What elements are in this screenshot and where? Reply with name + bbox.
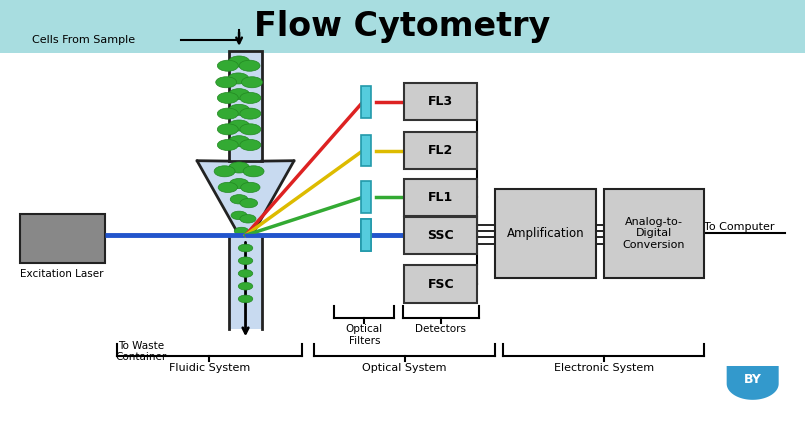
Circle shape	[217, 92, 238, 103]
FancyBboxPatch shape	[361, 135, 371, 166]
FancyBboxPatch shape	[404, 265, 477, 303]
Circle shape	[240, 124, 261, 135]
Circle shape	[217, 139, 238, 151]
FancyBboxPatch shape	[361, 220, 371, 251]
FancyBboxPatch shape	[229, 235, 262, 329]
FancyBboxPatch shape	[361, 220, 371, 251]
Circle shape	[234, 227, 249, 235]
Circle shape	[229, 162, 250, 173]
Text: Fluidic System: Fluidic System	[169, 363, 250, 373]
FancyBboxPatch shape	[404, 179, 477, 216]
Text: Flow Cytometry: Flow Cytometry	[254, 10, 551, 43]
Circle shape	[229, 89, 250, 100]
Text: Cells From Sample: Cells From Sample	[32, 35, 135, 45]
FancyBboxPatch shape	[20, 214, 105, 263]
Text: Optical System: Optical System	[362, 363, 447, 373]
Text: FL2: FL2	[428, 144, 453, 157]
Circle shape	[240, 139, 261, 151]
Circle shape	[217, 60, 238, 71]
Circle shape	[229, 104, 250, 115]
FancyBboxPatch shape	[404, 132, 477, 169]
FancyBboxPatch shape	[495, 189, 596, 278]
Text: Detectors: Detectors	[415, 324, 466, 335]
Polygon shape	[727, 366, 778, 400]
FancyBboxPatch shape	[229, 51, 262, 161]
Circle shape	[217, 124, 238, 135]
Circle shape	[239, 60, 260, 71]
Circle shape	[241, 182, 260, 192]
Circle shape	[230, 195, 248, 204]
Circle shape	[229, 136, 250, 147]
Text: SSC: SSC	[427, 229, 454, 242]
Text: Optical
Filters: Optical Filters	[345, 324, 383, 346]
Circle shape	[228, 73, 249, 84]
Text: Electronic System: Electronic System	[554, 363, 654, 373]
Polygon shape	[197, 161, 294, 235]
FancyBboxPatch shape	[404, 217, 477, 254]
Circle shape	[238, 295, 253, 303]
Circle shape	[214, 166, 235, 177]
Circle shape	[238, 270, 253, 277]
Text: To Waste
Container: To Waste Container	[115, 341, 167, 363]
Text: Amplification: Amplification	[506, 227, 584, 240]
Circle shape	[218, 182, 237, 192]
Text: FL1: FL1	[428, 191, 453, 204]
Circle shape	[240, 215, 256, 223]
Text: To Computer: To Computer	[704, 222, 775, 232]
Circle shape	[242, 77, 262, 88]
Circle shape	[216, 77, 237, 88]
Circle shape	[238, 257, 253, 265]
Text: Excitation Laser: Excitation Laser	[20, 269, 104, 279]
Text: FSC: FSC	[427, 278, 454, 290]
Text: FL3: FL3	[428, 95, 453, 108]
Circle shape	[240, 198, 258, 208]
FancyBboxPatch shape	[404, 83, 477, 120]
Circle shape	[229, 56, 250, 67]
Circle shape	[229, 179, 249, 189]
Circle shape	[238, 244, 253, 252]
FancyBboxPatch shape	[0, 0, 805, 53]
Circle shape	[240, 92, 261, 103]
FancyBboxPatch shape	[361, 181, 371, 213]
Circle shape	[229, 120, 250, 131]
Circle shape	[217, 108, 238, 119]
FancyBboxPatch shape	[604, 189, 704, 278]
FancyBboxPatch shape	[361, 86, 371, 117]
Circle shape	[238, 282, 253, 290]
Circle shape	[243, 166, 264, 177]
Circle shape	[231, 211, 247, 220]
Text: BY: BY	[744, 373, 762, 386]
Circle shape	[240, 108, 261, 119]
Text: Analog-to-
Digital
Conversion: Analog-to- Digital Conversion	[623, 217, 685, 250]
